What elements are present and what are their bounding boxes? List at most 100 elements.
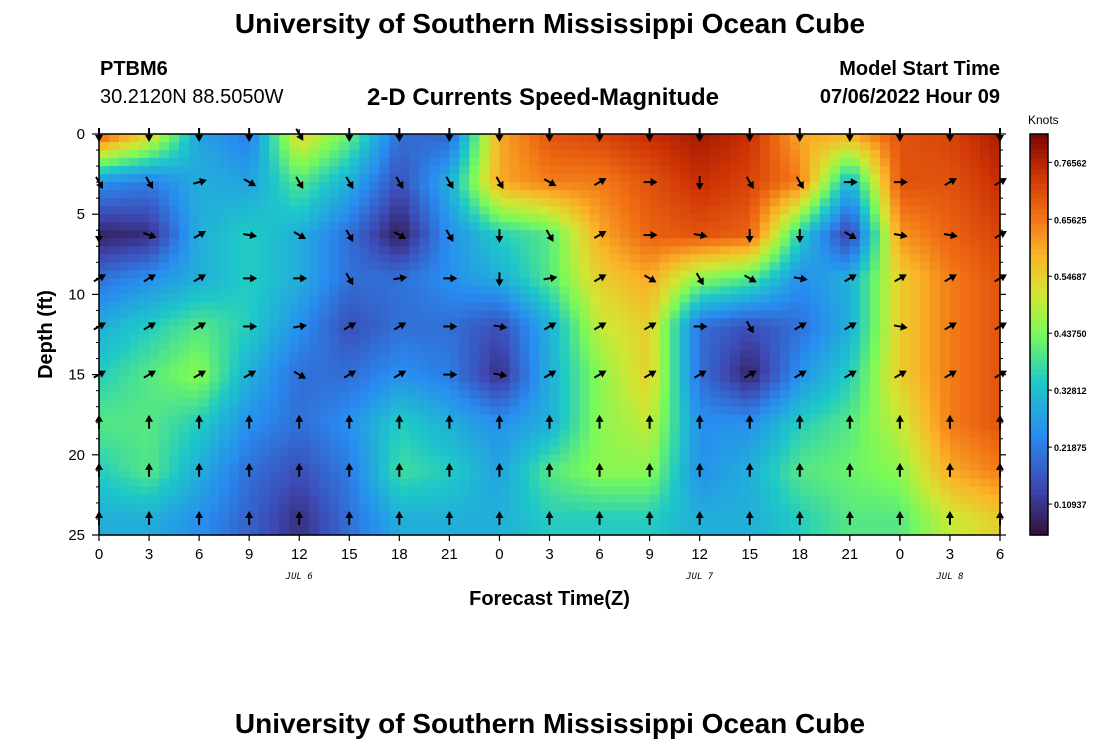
heatmap-cell [909, 398, 921, 408]
heatmap-cell [879, 526, 891, 536]
heatmap-cell [589, 398, 601, 408]
heatmap-cell [379, 270, 390, 279]
heatmap-cell [809, 198, 821, 207]
heatmap-cell [909, 262, 921, 271]
heatmap-cell [829, 518, 841, 528]
heatmap-cell [159, 462, 170, 472]
heatmap-cell [299, 222, 310, 231]
heatmap-cell [159, 182, 170, 191]
heatmap-cell [819, 470, 831, 480]
heatmap-cell [689, 398, 701, 408]
heatmap-cell [659, 254, 671, 263]
heatmap-cell [589, 326, 601, 336]
heatmap-cell [749, 262, 761, 271]
heatmap-cell [459, 150, 471, 159]
heatmap-cell [149, 150, 160, 159]
heatmap-cell [609, 294, 621, 304]
heatmap-cell [769, 438, 781, 448]
heatmap-cell [719, 462, 731, 472]
heatmap-cell [319, 310, 330, 320]
heatmap-cell [569, 406, 581, 416]
heatmap-cell [669, 406, 681, 416]
heatmap-cell [289, 278, 300, 287]
heatmap-cell [739, 374, 751, 384]
heatmap-cell [209, 478, 220, 488]
heatmap-cell [459, 350, 471, 360]
heatmap-cell [249, 398, 260, 408]
heatmap-cell [979, 294, 991, 304]
heatmap-cell [269, 358, 280, 368]
heatmap-cell [699, 190, 711, 199]
heatmap-cell [269, 246, 280, 255]
heatmap-cell [419, 382, 430, 392]
x-tick-label: 3 [145, 546, 153, 563]
heatmap-cell [769, 342, 781, 352]
heatmap-cell [689, 470, 701, 480]
heatmap-cell [799, 374, 811, 384]
heatmap-cell [109, 230, 120, 239]
heatmap-cell [239, 422, 250, 432]
heatmap-cell [569, 510, 581, 520]
heatmap-cell [899, 318, 911, 328]
heatmap-cell [869, 206, 881, 215]
heatmap-cell [169, 246, 180, 255]
heatmap-cell [339, 270, 350, 279]
heatmap-cell [199, 406, 210, 416]
heatmap-cell [799, 302, 811, 312]
heatmap-cell [439, 510, 450, 520]
colorbar-segment [1030, 524, 1048, 531]
heatmap-cell [639, 334, 651, 344]
heatmap-cell [549, 374, 561, 384]
heatmap-cell [629, 222, 641, 231]
heatmap-cell [689, 350, 701, 360]
heatmap-cell [729, 238, 741, 247]
heatmap-cell [849, 310, 861, 320]
heatmap-cell [259, 406, 270, 416]
heatmap-cell [379, 502, 390, 512]
heatmap-cell [879, 374, 891, 384]
heatmap-cell [519, 470, 531, 480]
heatmap-cell [159, 334, 170, 344]
heatmap-cell [439, 326, 450, 336]
heatmap-cell [429, 222, 440, 231]
heatmap-cell [959, 198, 971, 207]
heatmap-cell [729, 398, 741, 408]
heatmap-cell [429, 438, 440, 448]
heatmap-cell [159, 158, 170, 167]
heatmap-cell [899, 150, 911, 159]
heatmap-cell [809, 310, 821, 320]
heatmap-cell [259, 510, 270, 520]
heatmap-cell [749, 486, 761, 496]
heatmap-cell [339, 310, 350, 320]
heatmap-cell [159, 414, 170, 424]
heatmap-cell [949, 430, 961, 440]
heatmap-cell [729, 358, 741, 368]
heatmap-cell [929, 350, 941, 360]
heatmap-cell [949, 382, 961, 392]
heatmap-cell [399, 438, 410, 448]
heatmap-cell [639, 470, 651, 480]
heatmap-cell [919, 470, 931, 480]
heatmap-cell [429, 414, 440, 424]
heatmap-cell [649, 398, 661, 408]
heatmap-cell [749, 478, 761, 488]
heatmap-cell [219, 374, 230, 384]
heatmap-cell [199, 414, 210, 424]
heatmap-cell [249, 206, 260, 215]
heatmap-cell [149, 222, 160, 231]
heatmap-cell [839, 174, 851, 183]
current-vector-arrow [243, 274, 258, 283]
heatmap-cell [619, 190, 631, 199]
heatmap-cell [299, 366, 310, 376]
heatmap-cell [409, 238, 420, 247]
heatmap-cell [719, 198, 731, 207]
heatmap-cell [339, 286, 350, 295]
heatmap-cell [439, 270, 450, 279]
heatmap-cell [619, 278, 631, 287]
heatmap-cell [719, 390, 731, 400]
heatmap-cell [119, 422, 130, 432]
heatmap-cell [569, 318, 581, 328]
heatmap-cell [669, 366, 681, 376]
current-vector-arrow [693, 370, 707, 379]
heatmap-cell [409, 462, 420, 472]
